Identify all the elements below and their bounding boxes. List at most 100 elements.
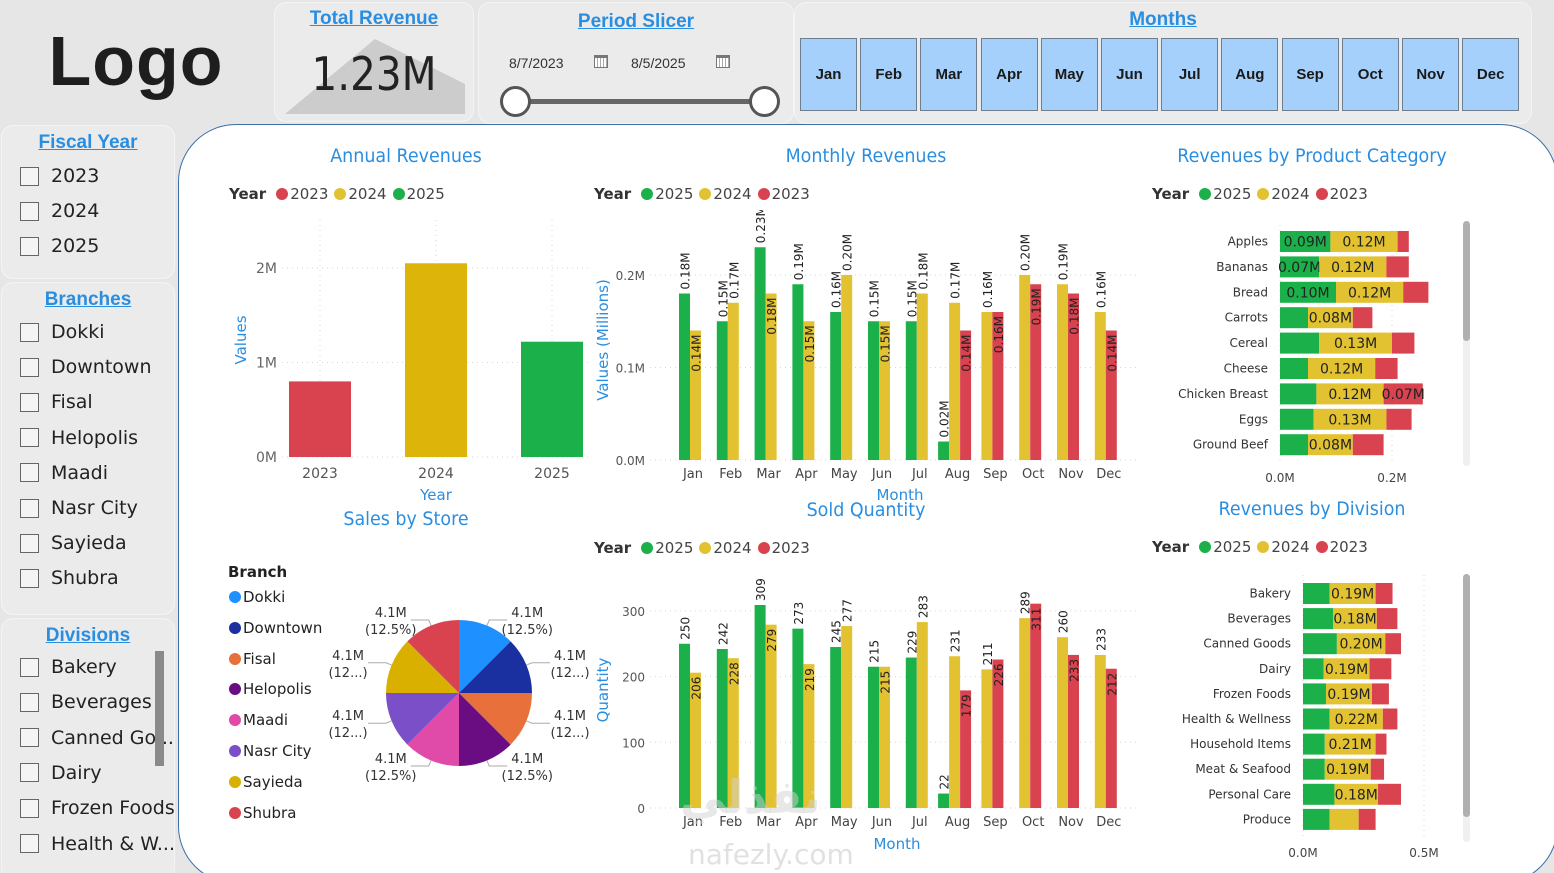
data-label: 0.02M	[938, 400, 952, 437]
x-tick-label: 2024	[418, 466, 454, 482]
pie-slice-shubra	[407, 620, 459, 693]
period-slider-end-handle[interactable]	[749, 86, 780, 117]
legend-item-2025[interactable]: 2025	[1199, 538, 1251, 556]
checkbox[interactable]	[20, 798, 39, 818]
pie-legend-item-fisal[interactable]: Fisal	[229, 650, 276, 668]
legend-item-2023[interactable]: 2023	[1315, 538, 1368, 556]
data-label: 206	[690, 677, 704, 700]
branch-item[interactable]: Maadi	[20, 462, 108, 484]
legend-dot	[641, 188, 654, 200]
start-date-input[interactable]: 8/7/2023	[509, 55, 564, 71]
branch-item[interactable]: Downtown	[20, 356, 152, 378]
bar-2024-Jan	[690, 330, 701, 460]
fiscal-year-item[interactable]: 2023	[20, 165, 99, 187]
pie-legend-item-nasr-city[interactable]: Nasr City	[229, 742, 312, 760]
revenues-by-division-scroll-thumb[interactable]	[1463, 574, 1470, 817]
division-item[interactable]: Frozen Foods	[20, 797, 175, 819]
month-button-feb[interactable]: Feb	[860, 38, 918, 111]
checkbox[interactable]	[20, 236, 39, 256]
branch-item[interactable]: Shubra	[20, 567, 119, 589]
month-button-mar[interactable]: Mar	[920, 38, 978, 111]
pie-legend-item-dokki[interactable]: Dokki	[229, 588, 285, 606]
period-slider-track[interactable]	[516, 99, 766, 104]
x-tick-label: Oct	[1022, 815, 1044, 830]
branch-item[interactable]: Sayieda	[20, 532, 127, 554]
fiscal-year-item[interactable]: 2025	[20, 235, 99, 257]
legend-item-2025[interactable]: 2025	[392, 185, 445, 203]
bar-2025-Household Items	[1303, 733, 1325, 755]
division-item[interactable]: Dairy	[20, 762, 102, 784]
pie-slice-nasr-city	[386, 693, 459, 745]
month-button-dec[interactable]: Dec	[1462, 38, 1520, 111]
branch-item[interactable]: Helopolis	[20, 427, 138, 449]
checkbox[interactable]	[20, 166, 39, 186]
product-category-scrollbar[interactable]	[1463, 221, 1470, 466]
product-category-scroll-thumb[interactable]	[1463, 221, 1470, 341]
checkbox[interactable]	[20, 498, 39, 518]
legend-item-2024[interactable]: 2024	[699, 185, 752, 203]
month-button-apr[interactable]: Apr	[980, 38, 1038, 111]
checkbox[interactable]	[20, 533, 39, 553]
bar-2025-Mar	[754, 604, 766, 808]
branch-item[interactable]: Nasr City	[20, 497, 138, 519]
legend-item-2024[interactable]: 2024	[699, 539, 752, 557]
pie-legend-item-maadi[interactable]: Maadi	[229, 711, 288, 729]
checkbox[interactable]	[20, 728, 39, 748]
pie-legend-item-downtown[interactable]: Downtown	[229, 619, 322, 637]
month-button-jul[interactable]: Jul	[1161, 38, 1219, 111]
checkbox[interactable]	[20, 322, 39, 342]
branch-item-label: Dokki	[51, 321, 105, 343]
data-label: 0.17M	[949, 262, 963, 299]
product-category-title: Revenues by Product Category	[1177, 145, 1447, 167]
checkbox[interactable]	[20, 428, 39, 448]
month-button-jan[interactable]: Jan	[800, 38, 857, 111]
legend-item-2023[interactable]: 2023	[276, 185, 328, 203]
division-item[interactable]: Bakery	[20, 656, 117, 678]
branch-item-label: Fisal	[51, 391, 93, 414]
month-button-aug[interactable]: Aug	[1221, 38, 1279, 111]
checkbox[interactable]	[20, 357, 39, 377]
legend-item-2024[interactable]: 2024	[1257, 185, 1310, 203]
end-date-input[interactable]: 8/5/2025	[631, 55, 686, 71]
legend-item-2024[interactable]: 2024	[334, 185, 387, 203]
pie-legend-item-helopolis[interactable]: Helopolis	[229, 680, 312, 698]
checkbox[interactable]	[20, 201, 39, 221]
pie-legend-item-sayieda[interactable]: Sayieda	[229, 773, 303, 791]
branch-item[interactable]: Fisal	[20, 391, 93, 413]
sold-quantity-chart: 0 100 200 300 250 206 Jan 242 228 Feb 309 279 Mar 273…	[594, 578, 1138, 853]
y-tick-label: 200	[622, 671, 645, 685]
pie-legend-item-shubra[interactable]: Shubra	[229, 804, 296, 822]
legend-item-2025[interactable]: 2025	[1199, 185, 1251, 203]
checkbox[interactable]	[20, 692, 39, 712]
calendar-icon[interactable]	[716, 55, 730, 68]
divisions-scrollbar[interactable]	[155, 651, 164, 766]
legend-item-2025[interactable]: 2025	[641, 539, 693, 557]
legend-item-2023[interactable]: 2023	[1315, 185, 1368, 203]
period-slider-start-handle[interactable]	[500, 86, 531, 117]
bar-2024-Nov	[1057, 637, 1068, 808]
checkbox[interactable]	[20, 463, 39, 483]
checkbox[interactable]	[20, 763, 39, 783]
division-item[interactable]: Health & W...	[20, 833, 175, 855]
legend-item-2023[interactable]: 2023	[757, 539, 810, 557]
division-item[interactable]: Canned Go...	[20, 727, 174, 749]
month-button-may[interactable]: May	[1040, 38, 1098, 111]
month-button-sep[interactable]: Sep	[1281, 38, 1339, 111]
month-button-nov[interactable]: Nov	[1402, 38, 1459, 111]
fiscal-year-item[interactable]: 2024	[20, 200, 99, 222]
legend-item-2025[interactable]: 2025	[641, 185, 693, 203]
checkbox[interactable]	[20, 657, 39, 677]
revenues-by-division-scrollbar[interactable]	[1463, 574, 1470, 842]
legend-item-2023[interactable]: 2023	[757, 185, 810, 203]
checkbox[interactable]	[20, 392, 39, 412]
branch-item[interactable]: Dokki	[20, 321, 105, 343]
y-tick-label: 2M	[256, 261, 277, 277]
month-button-jun[interactable]: Jun	[1101, 38, 1158, 111]
division-item[interactable]: Beverages	[20, 691, 152, 713]
month-button-oct[interactable]: Oct	[1341, 38, 1399, 111]
checkbox[interactable]	[20, 834, 39, 853]
checkbox[interactable]	[20, 568, 39, 588]
calendar-icon[interactable]	[594, 55, 608, 68]
bar-2025-Jul	[905, 657, 917, 808]
legend-item-2024[interactable]: 2024	[1257, 538, 1310, 556]
